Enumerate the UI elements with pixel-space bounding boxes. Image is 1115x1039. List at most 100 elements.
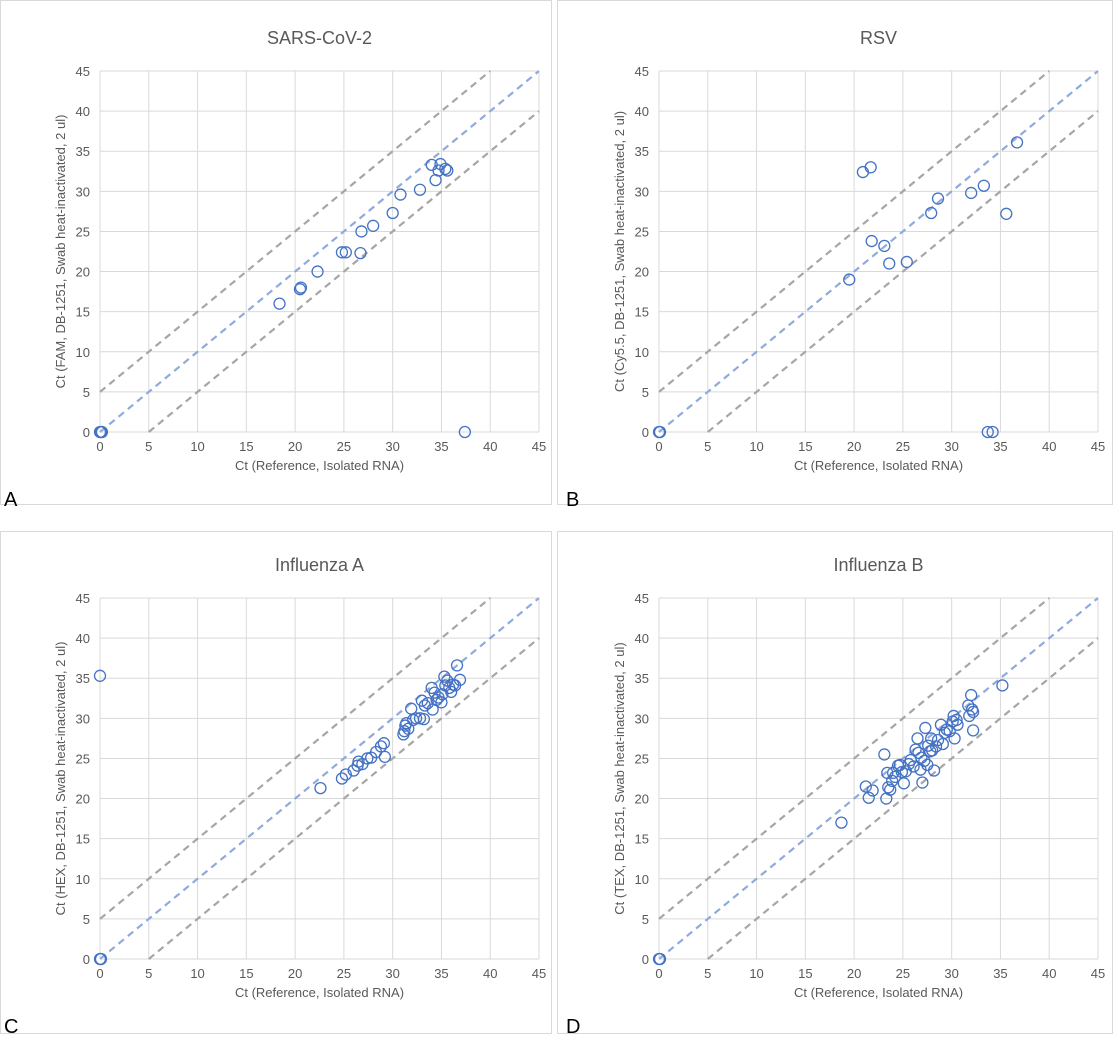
x-tick-label: 45	[1091, 439, 1105, 454]
y-tick-label: 0	[642, 425, 649, 440]
x-tick-label: 40	[483, 966, 497, 981]
data-point	[339, 768, 352, 781]
x-tick-label: 5	[704, 966, 711, 981]
data-point	[339, 246, 352, 259]
panel-letter: B	[566, 489, 580, 511]
data-point	[931, 192, 945, 205]
bound-line	[658, 70, 1050, 393]
x-axis-label: Ct (Reference, Isolated RNA)	[235, 985, 404, 1000]
data-point	[919, 721, 932, 735]
data-point	[835, 816, 848, 829]
data-point	[445, 685, 458, 699]
data-point	[294, 281, 308, 294]
chart-panel-frame	[0, 0, 552, 505]
data-point	[965, 688, 978, 702]
y-tick-label: 30	[635, 711, 649, 726]
data-point	[927, 764, 941, 777]
y-tick-label: 40	[76, 104, 90, 119]
data-point	[966, 724, 980, 737]
y-tick-label: 0	[83, 952, 90, 967]
data-point	[377, 737, 391, 750]
y-tick-label: 0	[642, 952, 649, 967]
x-tick-label: 30	[385, 439, 399, 454]
x-axis-label: Ct (Reference, Isolated RNA)	[794, 985, 963, 1000]
x-axis-label: Ct (Reference, Isolated RNA)	[794, 458, 963, 473]
data-point	[865, 234, 878, 248]
data-point	[374, 740, 388, 753]
y-tick-label: 30	[76, 711, 90, 726]
data-point	[439, 162, 452, 176]
chart-title: Influenza B	[833, 555, 923, 575]
x-tick-label: 15	[798, 966, 812, 981]
data-point	[436, 688, 449, 701]
bound-line	[148, 637, 540, 960]
data-point	[417, 712, 431, 726]
bound-line	[148, 110, 540, 433]
chart-panel-frame	[557, 0, 1113, 505]
data-point	[314, 781, 327, 795]
data-point	[386, 206, 399, 220]
y-axis-label: Ct (FAM, DB-1251, Swab heat-inactivated,…	[53, 115, 68, 389]
data-point	[986, 425, 999, 439]
x-tick-label: 15	[798, 439, 812, 454]
y-tick-label: 5	[642, 912, 649, 927]
data-point	[432, 164, 445, 177]
x-tick-label: 5	[145, 966, 152, 981]
data-point	[878, 239, 891, 253]
y-tick-label: 25	[76, 224, 90, 239]
y-tick-label: 40	[76, 631, 90, 646]
y-tick-label: 25	[635, 224, 649, 239]
data-point	[916, 776, 929, 789]
x-tick-label: 25	[337, 439, 351, 454]
y-tick-label: 40	[635, 104, 649, 119]
panel-letter: D	[566, 1016, 581, 1038]
data-point	[435, 696, 448, 709]
y-tick-label: 20	[76, 265, 90, 280]
data-point	[864, 161, 877, 174]
data-point	[367, 219, 380, 232]
data-point	[897, 777, 911, 790]
y-tick-label: 35	[76, 671, 90, 686]
x-tick-label: 45	[1091, 966, 1105, 981]
y-tick-label: 20	[76, 792, 90, 807]
identity-line	[99, 597, 540, 960]
data-point	[843, 273, 856, 286]
x-tick-label: 20	[288, 439, 302, 454]
data-point	[394, 188, 407, 201]
data-point	[878, 748, 891, 761]
identity-line	[99, 70, 540, 433]
x-tick-label: 45	[532, 966, 546, 981]
data-point	[450, 659, 464, 672]
x-tick-label: 5	[145, 439, 152, 454]
y-tick-label: 45	[76, 591, 90, 606]
data-point	[355, 225, 368, 238]
y-tick-label: 45	[635, 64, 649, 79]
y-tick-label: 25	[635, 751, 649, 766]
x-tick-label: 25	[896, 966, 910, 981]
y-tick-label: 45	[76, 64, 90, 79]
x-tick-label: 30	[385, 966, 399, 981]
x-tick-label: 35	[993, 966, 1007, 981]
x-tick-label: 0	[655, 439, 662, 454]
data-point	[909, 743, 922, 756]
x-tick-label: 20	[288, 966, 302, 981]
x-tick-label: 35	[993, 439, 1007, 454]
x-tick-label: 0	[655, 966, 662, 981]
data-point	[653, 425, 667, 439]
data-point	[948, 732, 961, 745]
data-point	[293, 283, 307, 296]
x-tick-label: 10	[190, 439, 204, 454]
data-point	[951, 718, 964, 731]
y-tick-label: 15	[76, 832, 90, 847]
chart-title: Influenza A	[275, 555, 364, 575]
data-point	[1000, 207, 1013, 220]
data-point	[938, 726, 951, 739]
data-point	[963, 709, 976, 723]
identity-line	[658, 597, 1099, 960]
y-tick-label: 5	[83, 385, 90, 400]
x-tick-label: 25	[896, 439, 910, 454]
